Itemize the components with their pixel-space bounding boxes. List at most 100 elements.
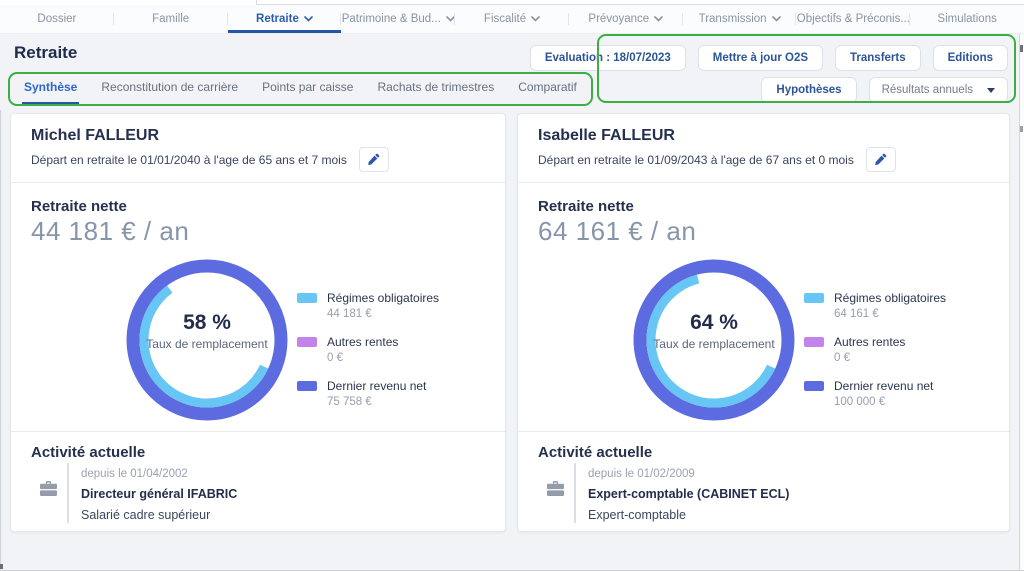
person-card-michel: Michel FALLEUR Départ en retraite le 01/…	[10, 113, 506, 532]
chevron-down-icon	[445, 16, 455, 22]
briefcase-icon	[40, 480, 57, 497]
activity-status: Salarié cadre supérieur	[81, 508, 211, 522]
activity-text: depuis le 01/04/2002 Directeur général I…	[81, 464, 237, 526]
legend-label: Régimes obligatoires	[834, 291, 947, 305]
browser-edge-line	[256, 4, 1024, 5]
subtab-comparatif[interactable]: Comparatif	[518, 80, 577, 94]
pencil-icon	[875, 153, 887, 166]
nav-tab-patrimoine[interactable]: Patrimoine & Bud...	[341, 5, 455, 33]
browser-edge-strip	[0, 0, 1024, 5]
dropdown-value: Résultats annuels	[881, 84, 973, 96]
legend-label: Autres rentes	[327, 335, 399, 349]
activity-role: Expert-comptable (CABINET ECL)	[588, 487, 790, 501]
toolbar-row-2: Hypothèses Résultats annuels	[761, 77, 1008, 103]
activity-divider-line	[574, 463, 576, 523]
editions-button[interactable]: Editions	[932, 45, 1008, 71]
scrollbar-mark	[1020, 126, 1023, 132]
chevron-down-icon	[531, 16, 540, 22]
pension-section-title: Retraite nette	[538, 198, 634, 215]
chevron-down-icon	[304, 16, 313, 22]
scrollbar-mark	[1020, 45, 1023, 52]
nav-tab-label: Fiscalité	[483, 13, 527, 25]
main-nav: Dossier Famille Retraite Patrimoine & Bu…	[0, 5, 1024, 34]
legend-label: Régimes obligatoires	[327, 291, 440, 305]
pencil-icon	[368, 153, 380, 166]
update-o2s-button[interactable]: Mettre à jour O2S	[697, 45, 824, 71]
legend-item: Autres rentes 0 €	[297, 334, 439, 366]
chevron-down-icon	[654, 16, 663, 22]
legend-item: Dernier revenu net 75 758 €	[297, 378, 439, 410]
page-title: Retraite	[14, 43, 78, 62]
toolbar-row-1: Evaluation : 18/07/2023 Mettre à jour O2…	[529, 45, 1008, 71]
chevron-down-icon	[771, 16, 781, 22]
legend-swatch-autres-rentes	[297, 337, 317, 347]
person-name: Isabelle FALLEUR	[538, 127, 675, 144]
subtab-points-par-caisse[interactable]: Points par caisse	[262, 80, 354, 94]
card-divider	[11, 431, 505, 432]
nav-tab-label: Prévoyance	[588, 13, 650, 25]
nav-tab-label: Objectifs & Préconis...	[796, 13, 910, 25]
nav-tab-objectifs[interactable]: Objectifs & Préconis...	[796, 5, 911, 33]
legend-swatch-autres-rentes	[804, 337, 824, 347]
nav-tab-label: Simulations	[937, 13, 997, 25]
legend-swatch-regimes	[804, 293, 824, 303]
activity-text: depuis le 01/02/2009 Expert-comptable (C…	[588, 464, 789, 526]
caret-down-icon	[987, 87, 995, 93]
donut-legend: Régimes obligatoires 64 161 € Autres ren…	[804, 290, 946, 422]
nav-tab-label: Transmission	[698, 13, 767, 25]
nav-tab-label: Patrimoine & Bud...	[341, 13, 441, 25]
person-card-isabelle: Isabelle FALLEUR Départ en retraite le 0…	[517, 113, 1010, 532]
evaluation-date-button[interactable]: Evaluation : 18/07/2023	[529, 45, 686, 71]
legend-item: Dernier revenu net 100 000 €	[804, 378, 946, 410]
depart-row: Départ en retraite le 01/01/2040 à l'age…	[31, 147, 389, 172]
subtab-rachats[interactable]: Rachats de trimestres	[377, 80, 495, 94]
card-divider	[518, 182, 1009, 183]
activity-divider-line	[67, 463, 69, 523]
replacement-rate-donut-chart	[126, 259, 288, 421]
browser-edge-tick	[256, 0, 257, 5]
nav-tab-retraite[interactable]: Retraite	[227, 5, 342, 33]
edit-retirement-button[interactable]	[865, 147, 896, 172]
nav-tab-simulations[interactable]: Simulations	[910, 5, 1024, 33]
legend-label: Dernier revenu net	[327, 379, 427, 393]
pension-section-title: Retraite nette	[31, 198, 127, 215]
edit-retirement-button[interactable]	[358, 147, 389, 172]
person-name: Michel FALLEUR	[31, 127, 160, 144]
depart-text: Départ en retraite le 01/01/2040 à l'age…	[31, 152, 347, 167]
nav-tab-famille[interactable]: Famille	[114, 5, 228, 33]
legend-swatch-regimes	[297, 293, 317, 303]
results-annual-dropdown[interactable]: Résultats annuels	[868, 77, 1008, 103]
pension-amount: 64 161 € / an	[538, 216, 697, 246]
activity-role: Directeur général IFABRIC	[81, 487, 238, 501]
replacement-rate-donut-chart	[633, 259, 795, 421]
nav-tab-prevoyance[interactable]: Prévoyance	[569, 5, 683, 33]
card-divider	[11, 182, 505, 183]
window-corner-mark	[0, 564, 3, 569]
activity-since: depuis le 01/02/2009	[588, 468, 695, 480]
subtab-synthese[interactable]: Synthèse	[22, 80, 80, 105]
pension-amount: 44 181 € / an	[31, 216, 190, 246]
legend-swatch-dernier-revenu	[804, 381, 824, 391]
window-left-edge	[0, 110, 1, 571]
nav-tab-label: Dossier	[37, 13, 77, 25]
retraite-subtabs: Synthèse Reconstitution de carrière Poin…	[22, 80, 579, 105]
donut-legend: Régimes obligatoires 44 181 € Autres ren…	[297, 290, 439, 422]
vertical-scrollbar[interactable]	[1019, 34, 1024, 571]
legend-label: Dernier revenu net	[834, 379, 934, 393]
transfers-button[interactable]: Transferts	[835, 45, 921, 71]
nav-tab-transmission[interactable]: Transmission	[683, 5, 797, 33]
legend-item: Autres rentes 0 €	[804, 334, 946, 366]
hypotheses-button[interactable]: Hypothèses	[761, 77, 857, 103]
subtab-reconstitution[interactable]: Reconstitution de carrière	[101, 80, 239, 94]
legend-value: 75 758 €	[327, 396, 372, 408]
nav-tab-dossier[interactable]: Dossier	[0, 5, 114, 33]
activity-status: Expert-comptable	[588, 508, 686, 522]
activity-since: depuis le 01/04/2002	[81, 468, 188, 480]
legend-label: Autres rentes	[834, 335, 906, 349]
nav-tab-label: Retraite	[256, 13, 299, 25]
nav-tab-fiscalite[interactable]: Fiscalité	[455, 5, 569, 33]
legend-value: 0 €	[834, 352, 850, 364]
active-tab-underline	[227, 30, 342, 33]
legend-item: Régimes obligatoires 44 181 €	[297, 290, 439, 322]
legend-value: 100 000 €	[834, 396, 886, 408]
